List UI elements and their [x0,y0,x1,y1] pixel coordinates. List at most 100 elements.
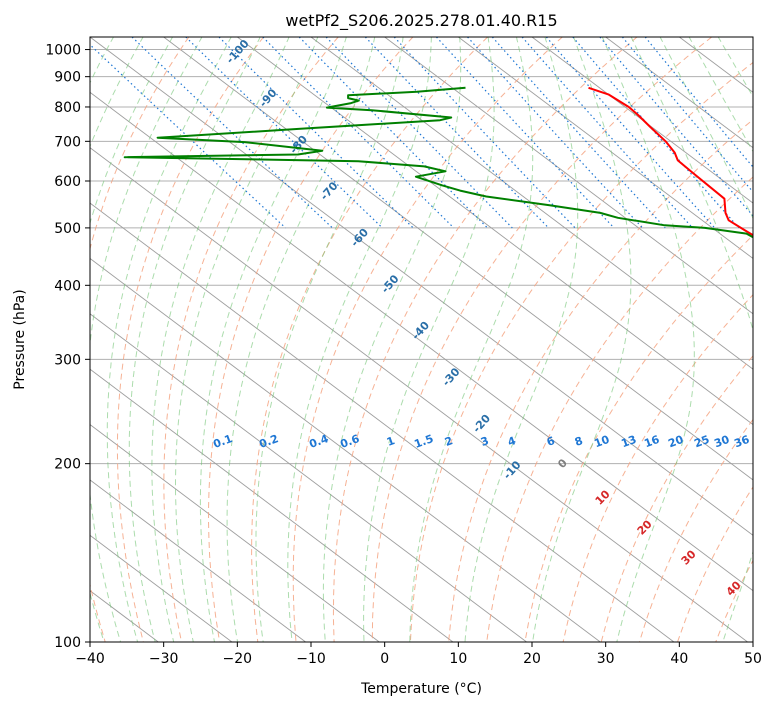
isotherm-line [90,202,675,642]
moist-adiabat [630,37,753,642]
isotherm-line [90,91,753,592]
y-tick-label: 100 [54,635,81,651]
mixing-ratio-label: 36 [732,433,751,451]
isotherm-line [90,534,233,642]
moist-adiabat [175,37,319,642]
temperature-profile-line [588,86,753,237]
moist-adiabat [226,37,376,642]
x-tick-label: 10 [449,651,467,667]
dry-adiabat [600,355,753,642]
dry-adiabat [207,37,414,642]
x-tick-label: 30 [597,651,615,667]
isotherm-line [90,424,380,642]
dry-adiabat [90,37,190,642]
isotherm-line [605,37,753,149]
mixing-ratio-label: 2 [443,434,455,449]
dry-adiabat [486,176,753,642]
mixing-ratio-line [545,37,716,229]
x-tick-label: −10 [296,651,326,667]
plot-area: -100-90-80-70-60-50-40-30-20-100.1 0.2 0.4… [90,37,753,642]
y-tick-label: 600 [54,174,81,190]
moist-adiabat [363,37,495,642]
dry-adiabat [116,37,264,642]
x-tick-label: −40 [75,651,105,667]
x-tick-label: 50 [744,651,762,667]
mixing-ratio-label: 16 [642,433,661,451]
isotherm-line [90,313,527,642]
moist-adiabat [128,37,261,642]
skewed-isotherms [90,37,753,642]
mixing-ratio-label: 13 [619,433,638,450]
mixing-ratio-line [521,37,694,229]
isotherm-line [90,37,753,536]
x-tick-label: 0 [380,651,389,667]
moist-adiabat [322,37,462,642]
mixing-ratio-label: 0.6 [338,432,361,451]
isotherm-line [237,37,753,426]
moist-adiabat [532,37,632,642]
mixing-ratio-line [131,37,333,229]
moist-adiabat [287,37,432,642]
isotherm-line [90,479,306,642]
y-tick-label: 1000 [45,43,81,59]
mixing-ratio-lines [90,37,753,229]
dry-adiabat [251,37,488,642]
dry-adiabats [90,37,753,642]
mixing-ratio-label: 8 [573,434,585,449]
mixing-ratio-label: 0.4 [307,432,330,451]
x-tick-label: 20 [523,651,541,667]
x-tick-label: −20 [223,651,253,667]
mixing-ratio-line [364,37,549,229]
mixing-ratio-line [491,37,666,229]
isotherm-line [90,147,748,642]
mixing-ratio-label: 6 [545,434,557,449]
mixing-ratio-label: 3 [479,434,491,449]
isotherm-line [531,37,753,204]
x-axis-ticks: −40 −30 −20 −10 0 10 20 30 40 50 [75,642,762,667]
y-tick-label: 500 [54,221,81,237]
isotherm-line [90,257,601,642]
moist-adiabat [464,37,579,642]
mixing-ratio-label: 1.5 [412,432,435,451]
y-axis-ticks: 100 200 300 400 500 600 700 800 900 1000 [45,43,90,651]
mixing-ratio-label: 30 [712,433,731,451]
mixing-ratio-line [325,37,513,229]
dry-adiabat [292,37,563,642]
dry-adiabat [448,118,753,642]
moist-adiabat [90,37,203,642]
dry-adiabat [332,37,638,642]
moist-adiabat [151,37,290,642]
axes-frame [89,36,754,643]
x-axis-label: Temperature (°C) [360,681,482,697]
mixing-ratio-label: 10 [592,433,611,451]
mixing-ratio-label: 1 [385,434,397,449]
isotherm-line [384,37,753,315]
mixing-ratio-line [435,37,615,229]
sounding-series [123,86,753,239]
mixing-ratio-label: 0.2 [257,432,280,451]
moist-adiabat [106,37,232,642]
isotherm-line [458,37,753,260]
mixing-ratio-label: 25 [692,433,711,450]
chart-title: wetPf2_S206.2025.278.01.40.R15 [285,11,557,31]
y-tick-label: 900 [54,70,81,86]
mixing-ratio-line [467,37,643,229]
moist-adiabats [90,37,753,642]
mixing-ratio-line [185,37,383,229]
y-tick-label: 800 [54,100,81,116]
dry-adiabat [409,61,753,642]
moist-adiabat [90,37,174,642]
mixing-ratio-label: 20 [666,433,685,451]
mixing-ratio-line [599,37,753,217]
y-tick-label: 300 [54,352,81,368]
moist-adiabat [659,37,753,220]
dewpoint-profile-line [123,86,753,239]
isotherm-line [163,37,753,481]
y-tick-label: 200 [54,457,81,473]
mixing-ratio-line [298,37,488,229]
x-tick-label: −30 [149,651,179,667]
mixing-ratio-line [393,37,576,229]
moist-adiabat [199,37,347,642]
